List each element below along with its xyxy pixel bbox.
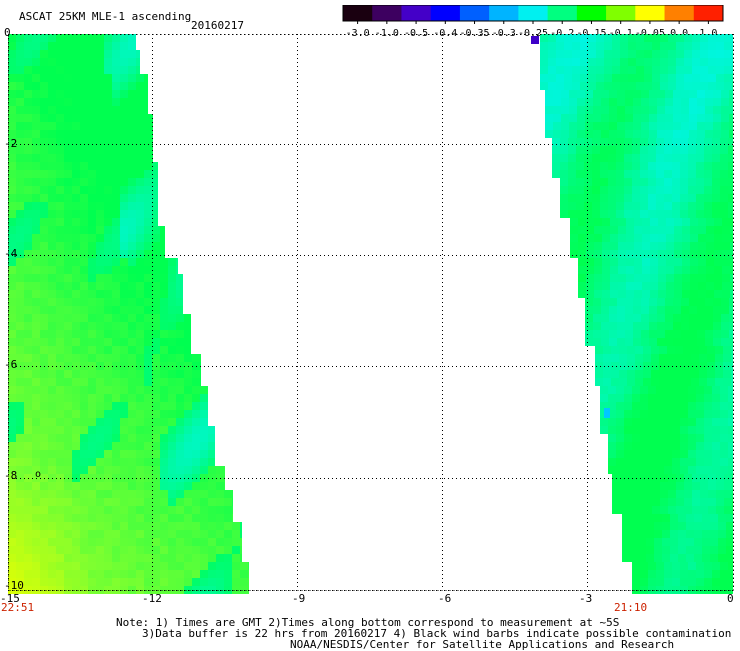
colorbar-swatch xyxy=(401,5,432,21)
y-tick-label: -4 xyxy=(4,247,18,260)
colorbar-tick-label: -0.3 xyxy=(492,28,516,39)
y-tick-label: -10 xyxy=(4,579,24,592)
colorbar-tick-label: -0.15 xyxy=(576,28,606,39)
colorbar-swatch xyxy=(693,5,724,21)
x-tick-label: -15 xyxy=(0,592,20,605)
outlier-pixel xyxy=(531,36,539,44)
y-tick-label: -2 xyxy=(4,137,18,150)
time-left-label: 22:51 xyxy=(1,601,35,614)
y-tick-label: -8 xyxy=(4,469,18,482)
colorbar-tick-label: 1.0 xyxy=(699,28,717,39)
product-title: ASCAT 25KM MLE-1 ascending xyxy=(19,10,192,23)
colorbar-swatch xyxy=(635,5,666,21)
colorbar-tick-label: -0.4 xyxy=(433,28,457,39)
contamination-marker: o xyxy=(35,469,42,480)
time-right-label: 21:10 xyxy=(614,601,648,614)
colorbar-swatch xyxy=(459,5,490,21)
footer-note-1: Note: 1) Times are GMT 2)Times along bot… xyxy=(116,616,620,629)
colorbar-tick-label: -1.0 xyxy=(375,28,399,39)
y-tick-label: -6 xyxy=(4,358,18,371)
colorbar-tick-label: -3.0 xyxy=(346,28,370,39)
colorbar-swatch xyxy=(343,5,373,21)
colorbar-swatch xyxy=(518,5,549,21)
x-tick-label: -3 xyxy=(579,592,593,605)
x-tick-label: -12 xyxy=(142,592,162,605)
colorbar-swatch xyxy=(372,5,402,21)
x-tick-label: -6 xyxy=(438,592,452,605)
graticule xyxy=(8,34,734,591)
outlier-pixel xyxy=(604,408,610,418)
colorbar-swatches xyxy=(343,5,724,21)
colorbar-tick-label: -0.2 xyxy=(550,28,574,39)
colorbar-tick-label: -0.35 xyxy=(459,28,489,39)
colorbar-swatch xyxy=(606,5,636,21)
swath-left xyxy=(8,34,249,594)
x-tick-label: -9 xyxy=(292,592,306,605)
colorbar-tick-label: -0.5 xyxy=(404,28,428,39)
date-label: 20160217 xyxy=(191,19,244,32)
colorbar-tick-label: -0.25 xyxy=(518,28,548,39)
colorbar-swatch xyxy=(576,5,607,21)
swath-right xyxy=(540,34,733,594)
colorbar-tick-label: -0.1 xyxy=(609,28,633,39)
colorbar-swatch xyxy=(489,5,519,21)
colorbar: -3.0 -1.0 -0.5 -0.4 -0.35 -0.3 -0.25 -0.2 -0.15-… xyxy=(342,5,724,39)
colorbar-swatch xyxy=(430,5,461,21)
colorbar-tick-label: 0.0 xyxy=(670,28,688,39)
colorbar-tick-label: -0.05 xyxy=(635,28,665,39)
colorbar-swatch xyxy=(664,5,695,21)
y-tick-label: 0 xyxy=(4,26,11,39)
map-frame xyxy=(8,34,734,591)
footer-note-3: NOAA/NESDIS/Center for Satellite Applica… xyxy=(290,638,675,651)
x-tick-label: 0 xyxy=(727,592,734,605)
colorbar-swatch xyxy=(547,5,578,21)
footer-note-2: 3)Data buffer is 22 hrs from 20160217 4)… xyxy=(142,627,732,640)
